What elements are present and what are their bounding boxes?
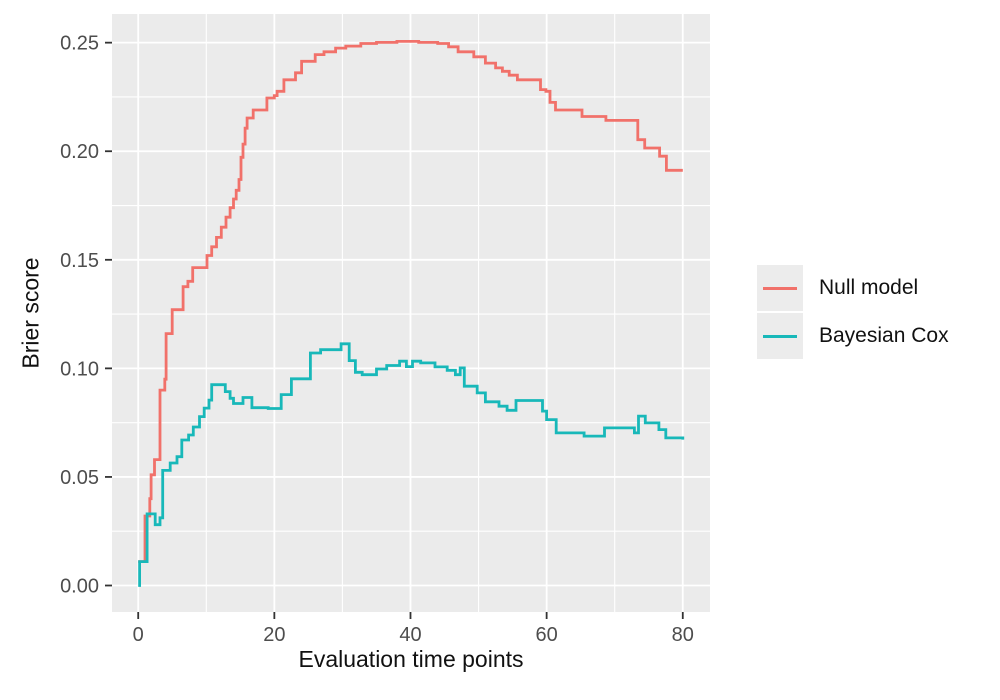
legend: Null model Bayesian Cox [757, 265, 949, 361]
x-tick-label: 60 [536, 624, 558, 646]
x-tick-label: 80 [672, 624, 694, 646]
y-tick-label: 0.10 [60, 358, 99, 380]
legend-label-bayesian-cox: Bayesian Cox [819, 324, 949, 347]
legend-item-null-model: Null model [757, 265, 949, 311]
x-tick-label: 40 [399, 624, 421, 646]
legend-label-null-model: Null model [819, 276, 919, 299]
y-tick-label: 0.15 [60, 250, 99, 272]
y-tick-label: 0.20 [60, 141, 99, 163]
series-line-bayesian-cox [138, 342, 685, 587]
y-axis-title: Brier score [17, 257, 44, 369]
red-line-swatch-icon [763, 286, 797, 290]
legend-key-bayesian-cox [757, 313, 803, 359]
x-tick-label: 0 [133, 624, 144, 646]
legend-key-null-model [757, 265, 803, 311]
series-line-null-model [138, 40, 683, 563]
teal-line-swatch-icon [763, 334, 797, 338]
y-tick-label: 0.00 [60, 576, 99, 598]
legend-item-bayesian-cox: Bayesian Cox [757, 313, 949, 359]
y-tick-label: 0.05 [60, 467, 99, 489]
x-tick-label: 20 [263, 624, 285, 646]
y-tick-label: 0.25 [60, 33, 99, 55]
x-axis-title: Evaluation time points [298, 646, 524, 672]
